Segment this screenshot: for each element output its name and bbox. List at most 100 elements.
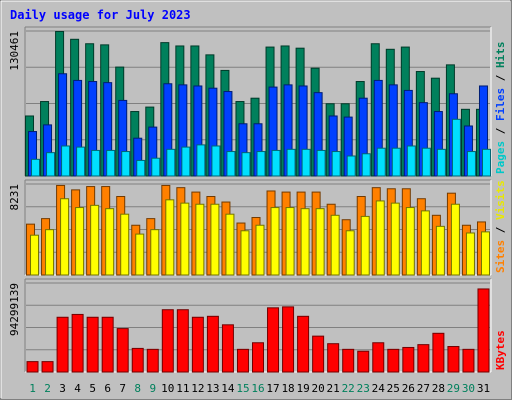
x-tick-day: 27 <box>417 382 430 395</box>
legend-entry: Sites <box>494 233 507 273</box>
bar-pages-day-19 <box>301 148 311 177</box>
legend-entry: KBytes <box>494 330 507 370</box>
bar-kbytes-day-20 <box>312 335 325 373</box>
bar-kbytes-day-9 <box>146 348 159 373</box>
x-tick-day: 23 <box>357 382 370 395</box>
bar-pages-day-20 <box>316 149 326 177</box>
bar-kbytes-day-14 <box>221 324 234 373</box>
x-tick-day: 14 <box>221 382 235 395</box>
x-tick-day: 8 <box>134 382 141 395</box>
legend-entry: Files <box>494 81 507 121</box>
bar-pages-day-30 <box>466 151 476 177</box>
bar-visits-day-12 <box>195 203 205 276</box>
bar-visits-day-31 <box>480 231 490 276</box>
series-legend: Sites / Visits <box>494 180 507 273</box>
bar-pages-day-21 <box>331 151 341 177</box>
x-tick-day: 22 <box>342 382 355 395</box>
bar-pages-day-3 <box>61 145 71 177</box>
x-tick-day: 10 <box>161 382 174 395</box>
bar-visits-day-18 <box>285 207 295 276</box>
x-tick-day: 11 <box>176 382 189 395</box>
bar-pages-day-14 <box>226 151 236 177</box>
bar-visits-day-6 <box>105 208 115 276</box>
bar-visits-day-25 <box>390 202 400 276</box>
bar-kbytes-day-22 <box>342 348 355 373</box>
bar-kbytes-day-21 <box>327 343 340 373</box>
bar-visits-day-7 <box>120 213 130 276</box>
bar-kbytes-day-7 <box>116 328 129 373</box>
bar-kbytes-day-17 <box>267 307 280 373</box>
x-tick-day: 2 <box>44 382 51 395</box>
bar-visits-day-29 <box>450 203 460 276</box>
bar-visits-day-24 <box>375 200 385 276</box>
bar-pages-day-11 <box>181 146 191 177</box>
x-tick-day: 18 <box>281 382 294 395</box>
bar-pages-day-6 <box>106 149 116 177</box>
x-tick-day: 20 <box>312 382 325 395</box>
bar-kbytes-day-24 <box>372 342 385 373</box>
bar-pages-day-27 <box>421 147 431 177</box>
x-tick-day: 30 <box>462 382 475 395</box>
bar-visits-day-15 <box>240 230 250 276</box>
bar-pages-day-1 <box>31 158 41 177</box>
bar-visits-day-20 <box>315 208 325 276</box>
legend-entry: Hits <box>494 42 507 69</box>
bar-pages-day-2 <box>46 152 56 177</box>
bar-kbytes-day-12 <box>191 316 204 373</box>
x-tick-day: 1 <box>29 382 36 395</box>
bar-kbytes-day-28 <box>432 332 445 373</box>
bar-visits-day-23 <box>360 215 370 276</box>
bar-visits-day-21 <box>330 214 340 276</box>
series-legend: KBytes <box>494 330 507 370</box>
x-tick-day: 15 <box>236 382 249 395</box>
bar-visits-day-13 <box>210 203 220 276</box>
bar-kbytes-day-15 <box>236 348 249 373</box>
x-tick-day: 12 <box>191 382 204 395</box>
bar-pages-day-10 <box>166 148 176 177</box>
x-tick-day: 28 <box>432 382 445 395</box>
bar-visits-day-5 <box>90 204 100 276</box>
bar-visits-day-4 <box>75 207 85 276</box>
panel-hits-files-pages: 130461 Pages / Files / Hits <box>8 26 507 177</box>
bar-pages-day-4 <box>76 146 86 177</box>
x-tick-day: 31 <box>477 382 490 395</box>
bar-kbytes-day-1 <box>26 361 39 373</box>
bar-kbytes-day-4 <box>71 313 84 373</box>
bar-pages-day-26 <box>406 145 416 177</box>
x-tick-day: 25 <box>387 382 400 395</box>
bar-visits-day-10 <box>165 199 175 276</box>
bar-kbytes-day-23 <box>357 350 370 373</box>
series-legend: Pages / Files / Hits <box>494 42 507 175</box>
x-tick-day: 4 <box>74 382 81 395</box>
bar-pages-day-29 <box>451 118 461 177</box>
panel-visits-sites: 8231 Sites / Visits <box>8 179 507 276</box>
bar-kbytes-day-8 <box>131 347 144 373</box>
bar-kbytes-day-11 <box>176 309 189 373</box>
y-max-label: 130461 <box>8 31 21 71</box>
bar-kbytes-day-25 <box>387 348 400 373</box>
x-tick-day: 3 <box>59 382 66 395</box>
bar-visits-day-30 <box>465 232 475 276</box>
bar-pages-day-12 <box>196 144 206 177</box>
bar-visits-day-16 <box>255 224 265 276</box>
bar-pages-day-24 <box>376 147 386 177</box>
bar-visits-day-19 <box>300 208 310 276</box>
legend-entry: Pages <box>494 134 507 174</box>
legend-entry: / <box>494 68 507 81</box>
x-tick-day: 29 <box>447 382 460 395</box>
legend-entry: / <box>494 220 507 233</box>
bar-pages-day-25 <box>391 147 401 177</box>
bar-pages-day-5 <box>91 149 101 177</box>
x-tick-day: 16 <box>251 382 264 395</box>
bar-pages-day-8 <box>136 159 146 177</box>
bar-pages-day-15 <box>241 152 251 177</box>
bar-kbytes-day-26 <box>402 346 415 373</box>
bar-kbytes-day-30 <box>462 348 475 373</box>
x-tick-day: 13 <box>206 382 219 395</box>
x-tick-day: 6 <box>104 382 111 395</box>
x-tick-day: 21 <box>327 382 340 395</box>
bar-visits-day-1 <box>30 234 40 276</box>
bar-visits-day-8 <box>135 233 145 276</box>
y-max-label: 8231 <box>8 184 21 211</box>
